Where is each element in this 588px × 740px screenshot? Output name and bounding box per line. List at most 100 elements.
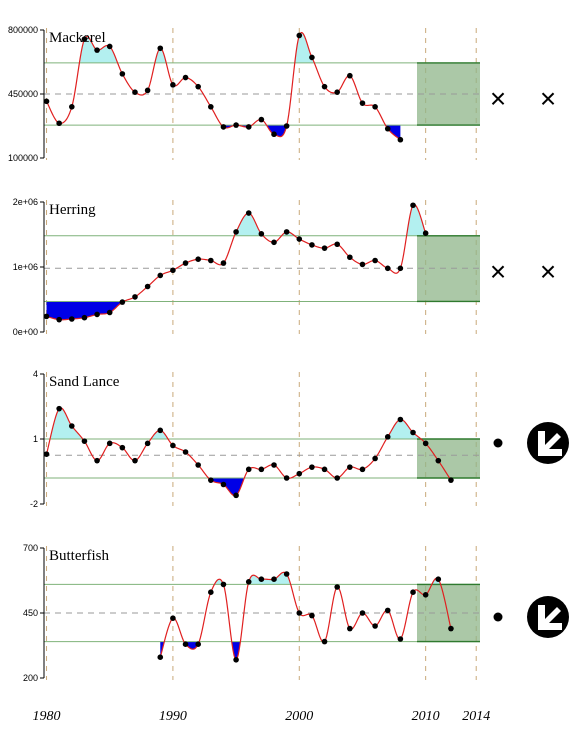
- panel-title: Sand Lance: [49, 374, 120, 390]
- data-point: [422, 592, 429, 598]
- high-anomaly-fill: [80, 36, 118, 63]
- data-point: [245, 579, 252, 585]
- low-anomaly-fill: [266, 125, 287, 137]
- low-anomaly-fill: [46, 301, 124, 320]
- high-anomaly-fill: [215, 579, 223, 585]
- high-anomaly-fill: [235, 213, 263, 236]
- data-point: [144, 283, 151, 290]
- data-point: [56, 120, 62, 127]
- panel-title: Butterfish: [49, 548, 109, 564]
- series-line: [159, 571, 452, 661]
- data-point: [182, 74, 189, 81]
- data-point: [448, 625, 454, 632]
- data-point: [132, 89, 138, 95]
- data-point: [384, 265, 391, 272]
- data-point: [195, 256, 201, 263]
- trend-x-icon: ×: [490, 83, 506, 114]
- data-point: [347, 464, 353, 470]
- data-point: [372, 623, 378, 629]
- data-point: [94, 457, 100, 464]
- data-point: [233, 657, 239, 663]
- data-point: [245, 210, 252, 216]
- y-tick-label: 4: [33, 369, 38, 379]
- data-point: [81, 36, 88, 42]
- y-tick-label: 1: [33, 434, 38, 444]
- data-point: [258, 116, 265, 123]
- data-point: [245, 466, 252, 473]
- panel-title: Mackerel: [49, 30, 106, 46]
- data-point: [321, 466, 328, 473]
- data-point: [258, 466, 265, 473]
- y-tick-label: 1e+06: [13, 262, 38, 272]
- y-tick-label: 450: [23, 608, 38, 618]
- data-point: [132, 457, 138, 464]
- data-point: [81, 438, 88, 444]
- data-point: [347, 625, 353, 632]
- data-point: [334, 89, 340, 95]
- trend-x-icon: ×: [540, 83, 556, 114]
- data-point: [208, 257, 214, 264]
- data-point: [119, 299, 126, 305]
- data-point: [422, 230, 429, 236]
- data-point: [94, 311, 100, 318]
- x-tick-label: 2014: [462, 709, 490, 724]
- data-point: [397, 636, 404, 642]
- y-tick-label: 700: [23, 543, 38, 553]
- x-axis-labels: 1980 1990 2000 2010 2014: [33, 709, 491, 724]
- data-point: [170, 615, 176, 621]
- data-point: [69, 104, 75, 110]
- data-point: [410, 429, 416, 436]
- data-point: [435, 576, 442, 582]
- data-point: [410, 202, 416, 209]
- data-point: [220, 581, 227, 588]
- high-anomaly-fill: [248, 572, 290, 585]
- data-point: [271, 239, 277, 246]
- x-tick-label: 1980: [33, 709, 61, 724]
- trend-x-icon: ×: [490, 256, 506, 287]
- data-point: [119, 71, 126, 77]
- data-point: [43, 313, 50, 320]
- data-point: [195, 83, 201, 90]
- x-tick-label: 1990: [159, 709, 187, 724]
- data-point: [271, 462, 277, 468]
- data-point: [81, 314, 88, 321]
- data-point: [56, 316, 62, 323]
- data-point: [220, 260, 227, 266]
- data-point: [372, 104, 378, 110]
- y-tick-label: 200: [23, 673, 38, 683]
- data-point: [334, 241, 340, 248]
- data-point: [106, 440, 113, 447]
- projection-box: [417, 235, 480, 302]
- data-point: [309, 612, 315, 619]
- data-point: [296, 32, 303, 39]
- data-point: [157, 272, 164, 279]
- data-point: [144, 440, 151, 447]
- data-point: [372, 257, 378, 264]
- data-point: [208, 589, 214, 595]
- data-point: [397, 265, 404, 272]
- x-tick-label: 2000: [285, 709, 313, 724]
- data-point: [106, 43, 113, 50]
- data-point: [283, 571, 290, 577]
- data-point: [208, 104, 214, 110]
- data-point: [309, 242, 315, 248]
- data-point: [397, 136, 404, 143]
- data-point: [422, 440, 429, 447]
- data-point: [283, 229, 290, 235]
- y-tick-label: 0e+00: [13, 327, 38, 337]
- trend-x-icon: ×: [540, 256, 556, 287]
- data-point: [170, 442, 176, 449]
- y-tick-label: 100000: [8, 153, 38, 163]
- data-point: [410, 589, 416, 595]
- high-anomaly-fill: [151, 430, 168, 439]
- data-point: [384, 607, 391, 614]
- data-point: [220, 124, 227, 130]
- data-point: [157, 45, 164, 52]
- data-point: [94, 47, 100, 53]
- data-point: [359, 100, 366, 106]
- data-point: [43, 451, 50, 457]
- x-tick-label: 2010: [412, 709, 440, 724]
- panel-title: Herring: [49, 202, 96, 218]
- data-point: [182, 260, 189, 266]
